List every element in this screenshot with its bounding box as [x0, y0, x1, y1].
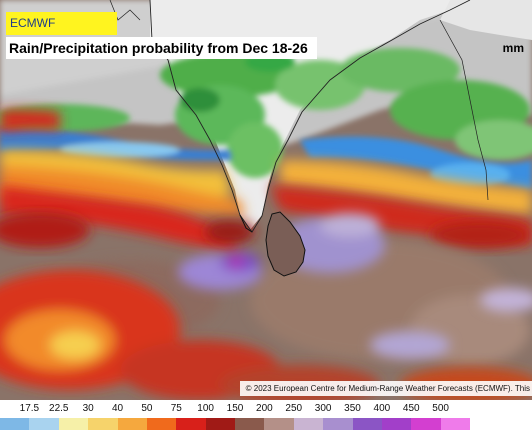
legend-swatch	[323, 418, 353, 430]
legend-label: 30	[82, 403, 94, 414]
copyright-notice: © 2023 European Centre for Medium-Range …	[239, 381, 532, 396]
legend-swatch	[381, 418, 412, 430]
precipitation-map	[0, 0, 532, 400]
legend-swatch	[29, 418, 59, 430]
legend-label: 150	[226, 403, 244, 414]
myanmar-coastline	[439, 19, 489, 201]
legend-label: 300	[314, 403, 332, 414]
india-coastline	[149, 0, 471, 233]
legend-swatch	[205, 418, 235, 430]
legend-label: 22.5	[49, 403, 69, 414]
model-badge: ECMWF	[6, 12, 117, 35]
legend-labels: 17.5 22.5 30 40 50 75 100 150 200 250 300 350 400 450…	[0, 401, 532, 417]
legend-swatch	[0, 418, 30, 430]
legend-label: 450	[402, 403, 420, 414]
legend-swatch	[264, 418, 294, 430]
legend-label: 200	[256, 403, 273, 414]
legend-swatch	[176, 418, 206, 430]
legend-unit: mm	[502, 41, 524, 55]
legend-label: 75	[170, 403, 182, 414]
precipitation-legend: 17.5 22.5 30 40 50 75 100 150 200 250 300 350 400 450…	[0, 401, 532, 447]
legend-label: 100	[197, 403, 214, 414]
legend-swatch	[117, 418, 147, 430]
legend-swatches	[0, 418, 470, 430]
legend-swatch	[235, 418, 265, 430]
border-lines	[109, 0, 141, 21]
legend-label: 50	[141, 403, 153, 414]
legend-label: 17.5	[19, 403, 40, 414]
legend-swatch	[352, 418, 382, 430]
legend-swatch	[58, 418, 89, 430]
legend-label: 350	[344, 403, 361, 414]
legend-swatch	[88, 418, 118, 430]
legend-swatch	[293, 418, 324, 430]
green-precip	[0, 48, 532, 178]
maroon-precip	[0, 212, 530, 249]
legend-swatch	[440, 418, 470, 430]
legend-swatch	[411, 418, 441, 430]
legend-label: 250	[285, 403, 303, 414]
legend-label: 500	[432, 403, 449, 414]
legend-swatch	[146, 418, 177, 430]
orange-precip	[0, 150, 532, 215]
legend-label: 400	[373, 403, 391, 414]
legend-label: 40	[111, 403, 124, 414]
cape-outline	[239, 214, 253, 233]
map-title: Rain/Precipitation probability from Dec …	[6, 37, 317, 59]
sri-lanka-outline	[265, 211, 306, 277]
